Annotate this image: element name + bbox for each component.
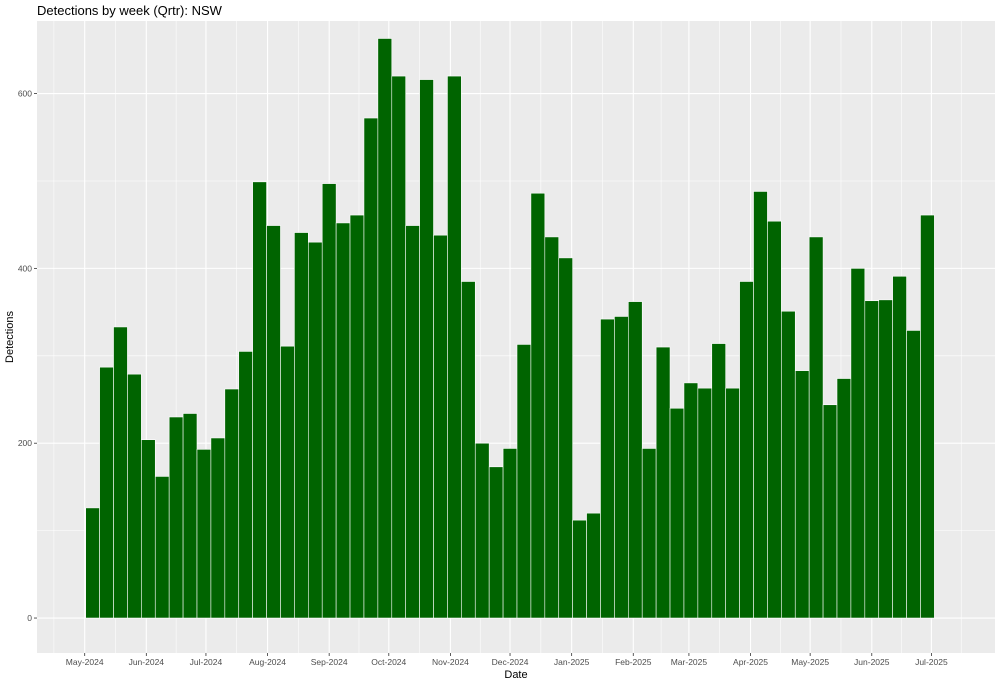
y-tick-label: 400 [18,263,32,273]
y-tick-label: 0 [27,613,32,623]
bar [377,38,393,619]
x-tick-label: Jan-2025 [554,657,590,667]
bar [113,326,128,619]
bar [127,373,142,619]
x-tick-label: Jun-2025 [854,657,890,667]
x-tick-label: Feb-2025 [615,657,652,667]
bar [474,442,490,619]
bar [850,268,866,619]
bar [141,439,156,619]
bar [614,316,629,619]
bar [516,344,532,619]
y-tick-label: 200 [18,438,32,448]
bar [878,299,893,619]
bar [252,181,267,619]
bar [419,79,434,619]
bar [168,416,184,619]
bar [600,318,615,619]
x-axis-title: Date [504,669,527,681]
bar [266,225,281,619]
bar [502,448,518,619]
bar [391,75,406,619]
x-tick-label: Sep-2024 [311,657,348,667]
bar [99,366,114,619]
y-axis: 0 200 400 600 [18,89,37,623]
bar [739,281,754,619]
bar [627,301,643,619]
x-tick-label: Jul-2025 [915,657,948,667]
x-tick-label: Aug-2024 [249,657,286,667]
bar [781,310,796,619]
bar [586,512,601,619]
x-tick-label: Jul-2024 [190,657,223,667]
bar [85,507,100,619]
y-tick-label: 600 [18,89,32,99]
bar [725,387,740,619]
bar [433,234,448,619]
bar [335,222,351,619]
bar [697,387,713,619]
bar [544,236,560,619]
bar [308,241,323,619]
bar [224,388,240,619]
bar [822,404,838,619]
bar [280,345,295,619]
bar [836,378,852,619]
bar [405,225,420,619]
x-tick-label: Jun-2024 [129,657,165,667]
bar [210,437,226,619]
bar [669,407,685,619]
bar [182,413,198,619]
bar [196,449,212,619]
bar [711,343,726,619]
x-tick-label: Nov-2024 [432,657,469,667]
bar [363,117,379,619]
bar [683,382,699,619]
x-tick-label: May-2024 [66,657,104,667]
bar [808,236,824,619]
bar [892,275,907,619]
x-tick-label: May-2025 [791,657,829,667]
bar [154,476,170,619]
x-tick-label: Mar-2025 [671,657,708,667]
bar [238,351,253,619]
bar-layer [85,38,935,619]
y-axis-title: Detections [4,311,16,363]
x-tick-label: Apr-2025 [733,657,768,667]
bar [920,214,935,619]
bar [572,519,587,619]
bar [461,281,476,619]
bar [447,75,462,619]
bar [864,300,880,619]
bar [294,232,309,619]
x-tick-label: Dec-2024 [492,657,529,667]
bar [530,192,546,619]
bar [558,257,573,619]
bar [321,183,337,619]
x-tick-label: Oct-2024 [371,657,406,667]
bar [655,346,671,619]
bar [794,370,810,619]
bar [753,191,768,619]
x-axis: May-2024 Jun-2024 Jul-2024 Aug-2024 Sep-2024… [66,653,948,667]
bar [641,448,657,619]
bar [349,214,365,619]
bar [906,330,921,619]
bar [488,466,504,619]
bar [767,220,782,619]
chart-title: Detections by week (Qrtr): NSW [37,3,223,18]
